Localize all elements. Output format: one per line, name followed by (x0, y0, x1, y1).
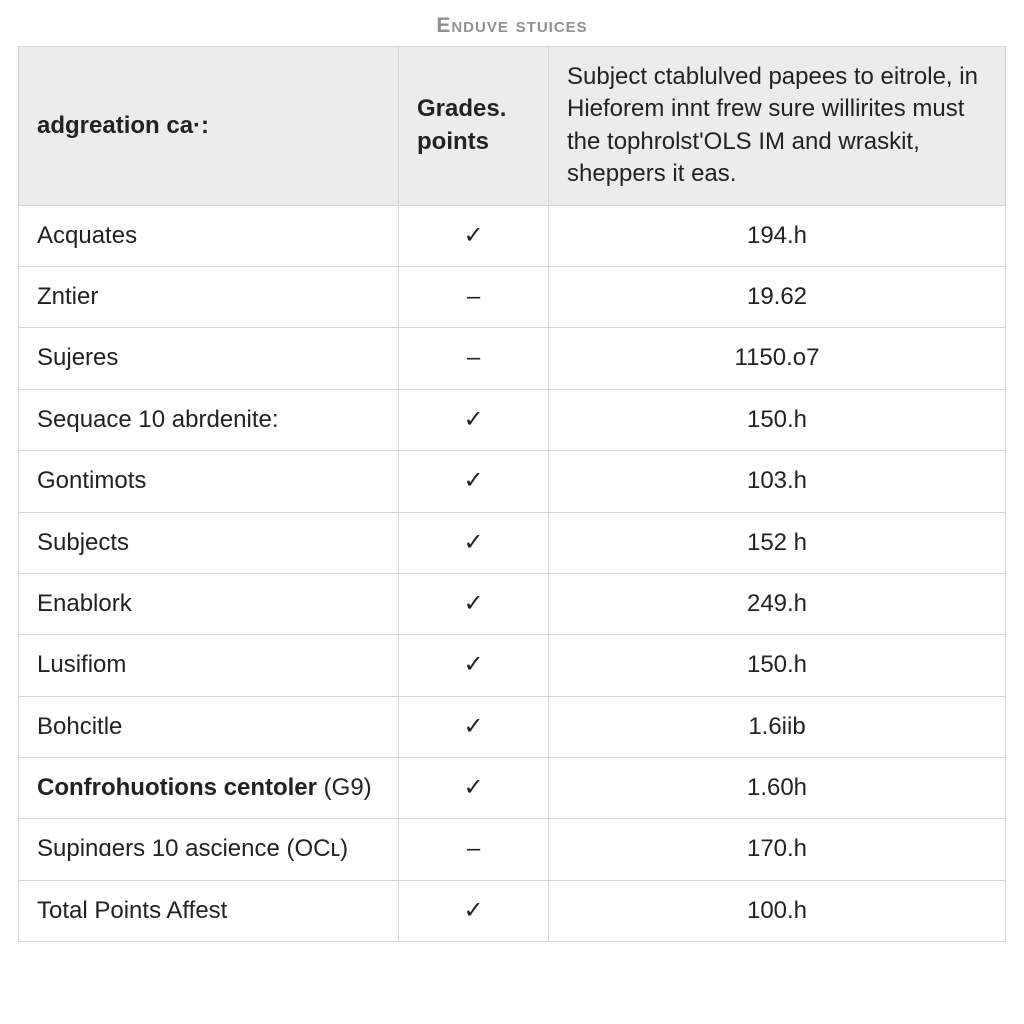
table-row: Acquates✓194.h (19, 205, 1006, 266)
row-name: Confrohuotions centoler (G9) (19, 758, 399, 819)
row-value: 150.h (549, 635, 1006, 696)
table-body: Acquates✓194.hZntier–19.62Sujeres–1150.o… (19, 205, 1006, 942)
row-name: Acquates (19, 205, 399, 266)
table-row: Bohcitle✓1.6iib (19, 696, 1006, 757)
check-icon: ✓ (399, 758, 549, 819)
row-name: Subjects (19, 512, 399, 573)
row-name: Gontimots (19, 451, 399, 512)
check-icon: ✓ (399, 451, 549, 512)
check-icon: ✓ (399, 880, 549, 941)
row-name: Sujeres (19, 328, 399, 389)
row-name: Total Points Affest (19, 880, 399, 941)
row-value: 150.h (549, 389, 1006, 450)
dash-icon: – (399, 328, 549, 389)
check-icon: ✓ (399, 696, 549, 757)
dash-icon: – (399, 819, 549, 880)
row-value: 249.h (549, 573, 1006, 634)
table-row: Gontimots✓103.h (19, 451, 1006, 512)
row-value: 1150.o7 (549, 328, 1006, 389)
table-row: Subjects✓152 h (19, 512, 1006, 573)
row-value: 1.6iib (549, 696, 1006, 757)
table-row: Total Points Affest✓100.h (19, 880, 1006, 941)
check-icon: ✓ (399, 389, 549, 450)
check-icon: ✓ (399, 205, 549, 266)
row-name: Enablork (19, 573, 399, 634)
table-row: Confrohuotions centoler (G9)✓1.60h (19, 758, 1006, 819)
row-name: Bohcitle (19, 696, 399, 757)
table-row: Supinɑers 10 ascience (OCʟ)–170.h (19, 819, 1006, 880)
table-row: Sujeres–1150.o7 (19, 328, 1006, 389)
row-value: 103.h (549, 451, 1006, 512)
page: Enduve stuices adgreation ca·: Grades. p… (0, 0, 1024, 960)
col-header-grades: Grades. points (399, 47, 549, 206)
table-caption: Enduve stuices (18, 14, 1006, 38)
row-value: 152 h (549, 512, 1006, 573)
row-name: Zntier (19, 266, 399, 327)
check-icon: ✓ (399, 573, 549, 634)
table-row: Zntier–19.62 (19, 266, 1006, 327)
col-header-desc: Subject ctablulved papees to eitrole, in… (549, 47, 1006, 206)
data-table: adgreation ca·: Grades. points Subject c… (18, 46, 1006, 942)
check-icon: ✓ (399, 512, 549, 573)
row-name: Lusifiom (19, 635, 399, 696)
col-header-name: adgreation ca·: (19, 47, 399, 206)
row-name: Supinɑers 10 ascience (OCʟ) (19, 819, 399, 880)
row-value: 19.62 (549, 266, 1006, 327)
check-icon: ✓ (399, 635, 549, 696)
row-value: 194.h (549, 205, 1006, 266)
row-value: 100.h (549, 880, 1006, 941)
table-row: Sequace 10 abrdenite:✓150.h (19, 389, 1006, 450)
table-header-row: adgreation ca·: Grades. points Subject c… (19, 47, 1006, 206)
table-row: Enablork✓249.h (19, 573, 1006, 634)
table-row: Lusifiom✓150.h (19, 635, 1006, 696)
dash-icon: – (399, 266, 549, 327)
row-value: 170.h (549, 819, 1006, 880)
row-name: Sequace 10 abrdenite: (19, 389, 399, 450)
row-value: 1.60h (549, 758, 1006, 819)
